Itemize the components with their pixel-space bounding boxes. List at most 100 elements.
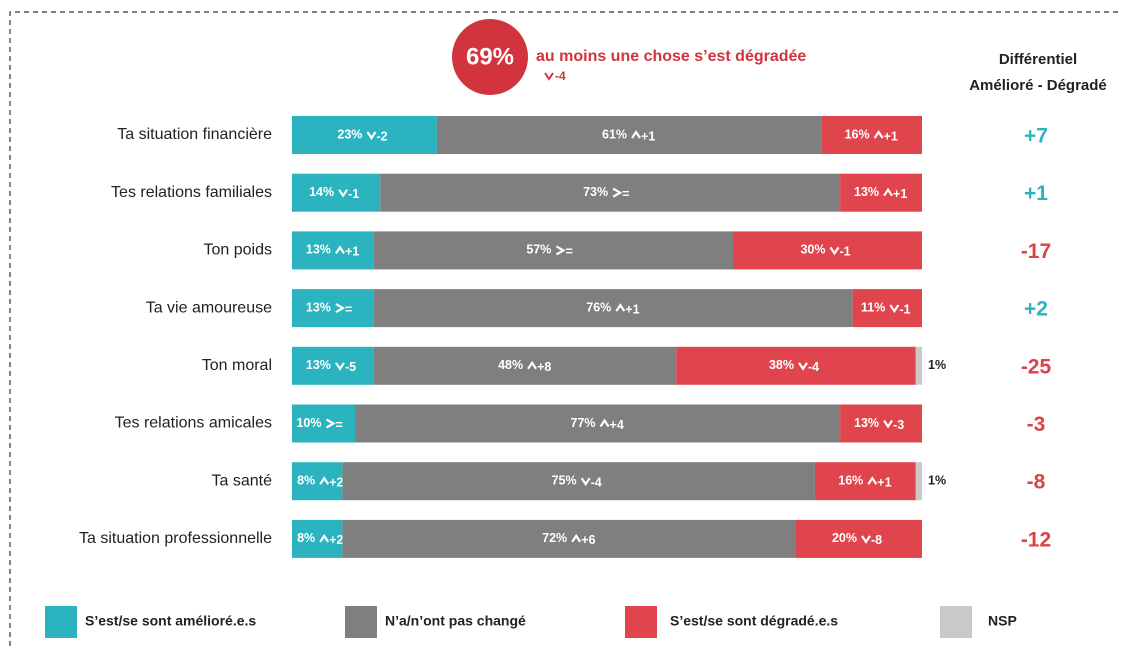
change-arrow bbox=[883, 419, 893, 429]
value-label: 13% bbox=[306, 358, 331, 372]
change-arrow bbox=[325, 418, 336, 429]
value-label: 30% bbox=[800, 243, 825, 257]
bar-segment bbox=[373, 346, 677, 385]
bar-segment bbox=[292, 116, 437, 154]
change-label: -8 bbox=[871, 533, 882, 547]
value-label: 14% bbox=[309, 185, 334, 199]
change-arrow bbox=[580, 477, 591, 487]
value-label: 16% bbox=[845, 127, 870, 141]
legend-swatch bbox=[45, 606, 77, 638]
headline-text: au moins une chose s’est dégradée bbox=[536, 48, 806, 65]
value-label: 13% bbox=[306, 300, 331, 314]
change-arrow bbox=[335, 303, 346, 314]
bar-segment bbox=[292, 231, 374, 270]
value-label: 76% bbox=[586, 300, 611, 314]
legend-label: S’est/se sont dégradé.e.s bbox=[670, 613, 838, 629]
category-label: Ta situation professionnelle bbox=[79, 530, 272, 547]
bar-segment bbox=[292, 519, 343, 558]
bar-segment bbox=[292, 404, 355, 443]
value-label: 8% bbox=[297, 531, 315, 545]
headline-change: -4 bbox=[555, 69, 566, 83]
change-label: +2 bbox=[329, 475, 343, 489]
change-label: +6 bbox=[581, 533, 595, 547]
change-label: -1 bbox=[899, 302, 910, 316]
value-label: 61% bbox=[602, 127, 627, 141]
value-label: 57% bbox=[526, 243, 551, 257]
headline-value: 69% bbox=[466, 43, 514, 70]
bar-segment bbox=[821, 116, 922, 154]
change-arrow bbox=[829, 246, 840, 256]
change-arrow bbox=[319, 476, 330, 485]
bar-segment bbox=[342, 519, 796, 558]
value-label: 75% bbox=[552, 473, 577, 487]
legend-swatch bbox=[345, 606, 377, 638]
value-label: 77% bbox=[571, 416, 596, 430]
change-arrow bbox=[867, 476, 878, 485]
value-label: 72% bbox=[542, 531, 567, 545]
category-label: Tes relations familiales bbox=[111, 184, 272, 201]
bar-segment bbox=[292, 346, 374, 385]
change-label: +1 bbox=[884, 129, 898, 143]
change-label: = bbox=[565, 245, 572, 259]
change-label: -5 bbox=[345, 360, 356, 374]
differential-title: Différentiel bbox=[999, 51, 1077, 68]
bar-segment bbox=[380, 173, 841, 212]
value-label: 23% bbox=[337, 127, 362, 141]
legend-swatch bbox=[940, 606, 972, 638]
bar-segment bbox=[292, 462, 343, 501]
differential: +1 bbox=[1024, 182, 1048, 205]
category-label: Ta situation financière bbox=[117, 126, 272, 143]
value-label: 16% bbox=[838, 473, 863, 487]
bar-segment bbox=[355, 404, 841, 443]
differential-title: Amélioré - Dégradé bbox=[969, 77, 1107, 94]
value-label: 38% bbox=[769, 358, 794, 372]
value-label: 10% bbox=[296, 416, 321, 430]
change-label: +1 bbox=[625, 302, 639, 316]
differential: -25 bbox=[1021, 355, 1052, 378]
category-label: Ta vie amoureuse bbox=[146, 299, 272, 316]
value-label: 13% bbox=[854, 185, 879, 199]
change-arrow bbox=[319, 533, 330, 543]
value-label: 1% bbox=[928, 473, 946, 487]
differential: +2 bbox=[1024, 298, 1048, 321]
change-label: +1 bbox=[893, 187, 907, 201]
differential: -12 bbox=[1021, 528, 1051, 551]
change-label: -4 bbox=[591, 475, 602, 489]
change-label: +1 bbox=[641, 129, 655, 143]
bar-segment bbox=[676, 346, 916, 385]
change-label: +8 bbox=[537, 360, 551, 374]
change-label: -1 bbox=[348, 187, 359, 201]
headline-arrow bbox=[544, 72, 554, 81]
value-label: 8% bbox=[297, 473, 315, 487]
bar-segment bbox=[915, 462, 922, 501]
legend-label: NSP bbox=[988, 613, 1017, 629]
change-arrow bbox=[338, 189, 349, 198]
category-label: Ton moral bbox=[202, 357, 272, 374]
change-label: +1 bbox=[877, 475, 891, 489]
bar-segment bbox=[292, 173, 381, 212]
value-label: 13% bbox=[854, 416, 879, 430]
change-label: = bbox=[622, 187, 629, 201]
change-arrow bbox=[571, 533, 582, 543]
change-arrow bbox=[861, 535, 871, 544]
change-label: = bbox=[345, 302, 352, 316]
change-arrow bbox=[798, 362, 808, 371]
value-label: 1% bbox=[928, 358, 946, 372]
category-label: Tes relations amicales bbox=[115, 415, 272, 432]
value-label: 20% bbox=[832, 531, 857, 545]
bar-segment bbox=[840, 404, 922, 443]
change-label: -4 bbox=[808, 360, 819, 374]
change-arrow bbox=[889, 304, 900, 314]
change-arrow bbox=[883, 187, 893, 197]
change-label: = bbox=[336, 418, 343, 432]
bar-segment bbox=[342, 462, 815, 501]
bar-segment bbox=[292, 289, 374, 328]
headline-circle bbox=[452, 19, 528, 95]
change-label: -3 bbox=[893, 418, 904, 432]
change-arrow bbox=[366, 131, 377, 140]
bar-segment bbox=[436, 116, 822, 154]
legend-swatch bbox=[625, 606, 657, 638]
change-label: -1 bbox=[840, 245, 851, 259]
differential: -3 bbox=[1027, 413, 1046, 436]
bar-segment bbox=[373, 289, 853, 328]
